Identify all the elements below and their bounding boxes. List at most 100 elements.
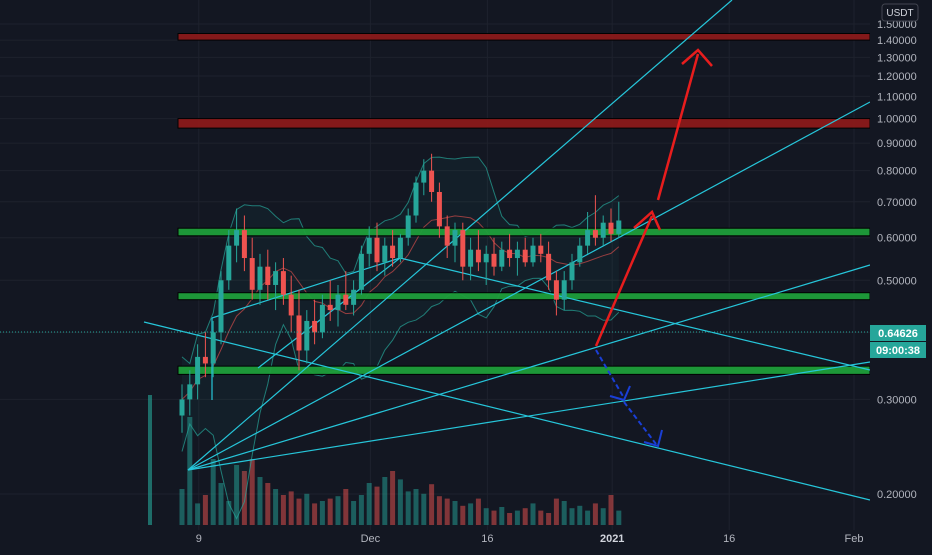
y-tick-label: 0.50000 — [877, 275, 917, 287]
candle-body — [304, 320, 310, 351]
volume-bar — [335, 496, 341, 525]
countdown-tag: 09:00:38 — [870, 342, 926, 358]
candle-body — [460, 230, 466, 267]
candle-body — [600, 222, 606, 238]
candle-body — [296, 315, 302, 351]
support-zone-1 — [177, 227, 871, 237]
arrow-up-1 — [594, 215, 654, 347]
volume-bar — [491, 510, 497, 525]
resistance-zone-upper — [177, 33, 871, 41]
volume-bar — [312, 503, 318, 525]
countdown-tag-value: 09:00:38 — [876, 345, 920, 357]
trendline — [187, 0, 733, 471]
volume-bar — [553, 498, 559, 525]
candle-body — [234, 230, 240, 246]
candle-body — [257, 266, 263, 290]
volume-bar — [218, 483, 224, 525]
currency-badge[interactable]: USDT — [881, 3, 919, 22]
trendlines — [143, 0, 871, 501]
candle-body — [179, 399, 185, 416]
candle-body — [577, 245, 583, 263]
volume-bar — [241, 471, 247, 525]
volume-bar — [366, 483, 372, 525]
candle-body — [530, 245, 536, 263]
volume-bar — [616, 510, 622, 525]
candle-body — [538, 245, 544, 254]
candle-body — [210, 332, 216, 364]
candle-body — [390, 245, 396, 259]
x-tick-label: 16 — [723, 533, 735, 545]
volume-bar — [226, 501, 232, 525]
candle-body — [499, 249, 505, 267]
trendline — [187, 264, 871, 471]
volume-bar — [600, 508, 606, 525]
volume-bar — [569, 508, 575, 525]
x-tick-label: 16 — [481, 533, 493, 545]
y-tick-label: 0.90000 — [877, 138, 917, 150]
price-axis[interactable]: 0.200000.300000.400000.500000.600000.700… — [870, 0, 932, 550]
y-tick-label: 1.00000 — [877, 114, 917, 126]
bollinger-lower — [181, 277, 620, 520]
y-tick-label: 0.60000 — [877, 233, 917, 245]
candle-body — [507, 249, 513, 259]
volume-bar — [265, 483, 271, 525]
candle-body — [288, 294, 294, 316]
volume-bar — [514, 510, 520, 525]
volume-bar — [507, 513, 513, 525]
volume-bar — [234, 465, 240, 525]
trendline — [187, 101, 871, 471]
candle-body — [273, 271, 279, 285]
volume-bar — [444, 498, 450, 525]
volume-bar — [210, 459, 216, 525]
time-axis[interactable]: 9Dec16202116FebMar — [196, 533, 932, 545]
candle-body — [491, 253, 497, 267]
volume-bar — [273, 489, 279, 525]
y-tick-label: 1.50000 — [877, 19, 917, 31]
candle-body — [265, 266, 271, 285]
candle-body — [351, 289, 357, 305]
candle-body — [608, 222, 614, 234]
candle-body — [592, 230, 598, 238]
candle-body — [374, 237, 380, 263]
arrow-down-2-head — [643, 429, 663, 448]
volume-bar — [561, 501, 567, 525]
candle-body — [280, 271, 286, 295]
candle-body — [444, 226, 450, 246]
candle-body — [405, 215, 411, 238]
currency-badge-box — [881, 3, 919, 22]
y-tick-label: 1.10000 — [877, 91, 917, 103]
volume-bar — [608, 495, 614, 525]
volume-bar — [351, 501, 357, 525]
x-tick-label: 2021 — [600, 533, 624, 545]
volume-bar — [343, 489, 349, 525]
volume-bar — [358, 495, 364, 525]
candle-body — [468, 249, 474, 267]
volume-bar — [483, 508, 489, 525]
volume-bar — [499, 507, 505, 525]
candle-body — [452, 230, 458, 246]
candle-body — [202, 356, 208, 364]
price-tag: 0.64626 — [870, 325, 926, 341]
y-tick-label: 0.20000 — [877, 489, 917, 501]
volume-bar — [592, 503, 598, 525]
volume-bar — [249, 459, 255, 525]
candle-body — [187, 384, 193, 400]
volume-bar — [413, 489, 419, 525]
volume-bar — [522, 508, 528, 525]
x-tick-label: Feb — [845, 533, 864, 545]
y-tick-label: 1.40000 — [877, 35, 917, 47]
candle-body — [249, 258, 255, 290]
volume-bars — [148, 395, 622, 525]
candle-body — [553, 280, 559, 300]
y-tick-label: 1.30000 — [877, 52, 917, 64]
candle-body — [561, 280, 567, 300]
volume-bar — [421, 493, 427, 525]
volume-bar — [436, 496, 442, 525]
candle-body — [358, 253, 364, 290]
trendline — [211, 257, 401, 319]
resistance-zone-lower — [177, 118, 871, 129]
candle-body — [514, 249, 520, 259]
volume-bar — [475, 498, 481, 525]
